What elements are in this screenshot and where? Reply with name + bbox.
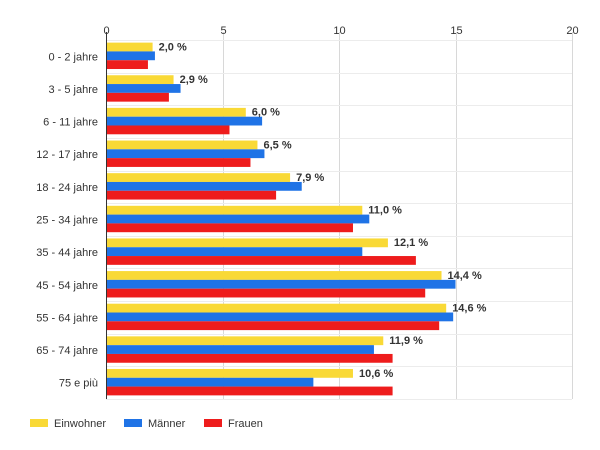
data-label: 2,9 % bbox=[180, 74, 208, 86]
bar-mnner bbox=[106, 214, 370, 224]
category-label: 55 - 64 jahre bbox=[36, 312, 98, 324]
bar-einwohner bbox=[106, 205, 363, 215]
category-label: 65 - 74 jahre bbox=[36, 345, 98, 357]
data-label: 10,6 % bbox=[359, 368, 393, 380]
bar-frauen bbox=[106, 223, 353, 233]
bar-einwohner bbox=[106, 173, 291, 182]
bar-frauen bbox=[106, 190, 277, 200]
legend-label: Einwohner bbox=[54, 418, 106, 430]
bar-frauen bbox=[106, 386, 393, 396]
bar-einwohner bbox=[106, 271, 442, 280]
bar-frauen bbox=[106, 353, 393, 363]
category-label: 35 - 44 jahre bbox=[36, 247, 98, 259]
bar-einwohner bbox=[106, 75, 174, 85]
bar-frauen bbox=[106, 158, 251, 167]
category-label: 6 - 11 jahre bbox=[43, 117, 98, 129]
bar-mnner bbox=[106, 84, 181, 93]
bar-mnner bbox=[106, 279, 456, 289]
bar-einwohner bbox=[106, 42, 153, 52]
category-label: 18 - 24 jahre bbox=[36, 182, 98, 194]
bar-frauen bbox=[106, 125, 230, 135]
x-tick-label: 15 bbox=[450, 25, 462, 37]
bar-einwohner bbox=[106, 336, 384, 346]
data-label: 2,0 % bbox=[159, 41, 187, 53]
category-label: 45 - 54 jahre bbox=[36, 280, 98, 292]
grid bbox=[106, 32, 573, 400]
bar-mnner bbox=[106, 345, 374, 354]
data-label: 14,6 % bbox=[452, 303, 486, 315]
data-label: 11,0 % bbox=[368, 205, 402, 217]
bar-mnner bbox=[106, 51, 155, 61]
x-tick-label: 10 bbox=[333, 25, 345, 37]
bar-frauen bbox=[106, 92, 169, 102]
data-label: 6,0 % bbox=[252, 107, 280, 119]
bar-mnner bbox=[106, 247, 363, 257]
bar-mnner bbox=[106, 181, 302, 191]
category-label: 25 - 34 jahre bbox=[36, 215, 98, 227]
bar-einwohner bbox=[106, 303, 447, 313]
data-label: 14,4 % bbox=[448, 270, 482, 282]
data-label: 12,1 % bbox=[394, 237, 428, 249]
bar-frauen bbox=[106, 321, 440, 331]
legend-swatch bbox=[124, 419, 142, 427]
category-label: 0 - 2 jahre bbox=[48, 51, 98, 63]
legend-swatch bbox=[204, 419, 222, 427]
axes: 0 5 10 15 20 0 - 2 jahre 3 - 5 jahre 6 - 11 jah… bbox=[36, 25, 579, 399]
category-label: 12 - 17 jahre bbox=[36, 149, 98, 161]
legend-label: Frauen bbox=[228, 418, 263, 430]
legend: Einwohner Männer Frauen bbox=[30, 418, 263, 430]
bar-mnner bbox=[106, 377, 314, 387]
bar-einwohner bbox=[106, 368, 353, 378]
category-label: 75 e più bbox=[59, 378, 98, 390]
data-labels: 2,0 % 2,9 % 6,0 % 6,5 % 7,9 % 11,0 % 12,1 % 14,… bbox=[159, 41, 487, 379]
x-tick-label: 0 bbox=[103, 25, 109, 37]
bar-mnner bbox=[106, 149, 265, 159]
x-tick-label: 20 bbox=[566, 25, 578, 37]
data-label: 11,9 % bbox=[389, 335, 423, 347]
data-label: 7,9 % bbox=[296, 172, 324, 184]
legend-label: Männer bbox=[148, 418, 186, 430]
bar-einwohner bbox=[106, 140, 258, 150]
bar-frauen bbox=[106, 288, 426, 298]
bar-einwohner bbox=[106, 238, 388, 248]
x-tick-label: 5 bbox=[220, 25, 226, 37]
bar-frauen bbox=[106, 256, 416, 265]
bar-einwohner bbox=[106, 107, 246, 117]
legend-swatch bbox=[30, 419, 48, 427]
bar-mnner bbox=[106, 116, 263, 126]
bar-mnner bbox=[106, 312, 454, 322]
bars bbox=[106, 42, 456, 396]
bar-frauen bbox=[106, 60, 148, 70]
category-label: 3 - 5 jahre bbox=[48, 84, 98, 96]
data-label: 6,5 % bbox=[264, 139, 292, 151]
